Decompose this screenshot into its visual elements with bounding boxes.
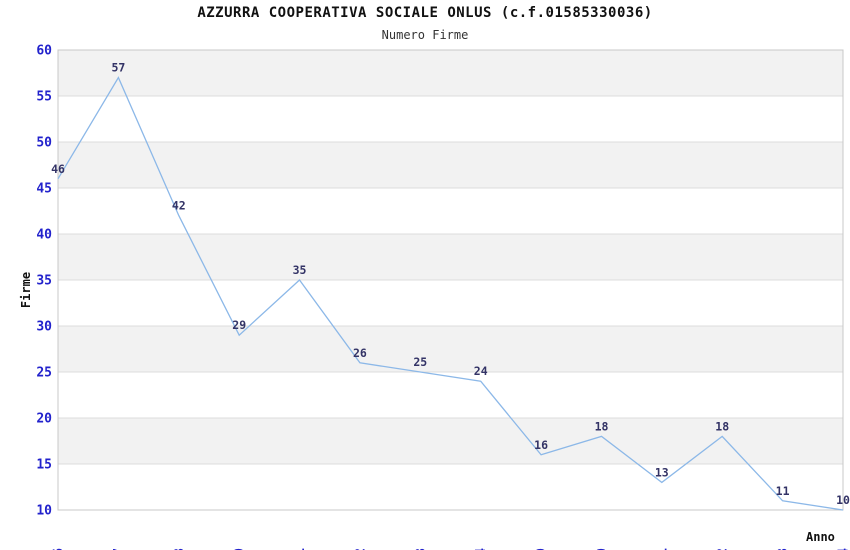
- x-tick-label: 2021: [655, 548, 670, 550]
- value-label: 46: [51, 162, 65, 176]
- y-tick-label: 30: [36, 320, 52, 335]
- x-tick-label: 2013: [414, 548, 429, 550]
- plot-band: [58, 96, 843, 142]
- y-tick-label: 25: [36, 366, 52, 381]
- x-tick-label: 2022: [716, 548, 731, 550]
- value-label: 18: [595, 419, 609, 433]
- x-tick-label: 2020: [595, 548, 610, 550]
- x-tick-label: 2023: [776, 548, 791, 550]
- value-label: 57: [111, 61, 125, 75]
- plot-band: [58, 50, 843, 96]
- value-label: 16: [534, 438, 548, 452]
- plot-band: [58, 188, 843, 234]
- x-axis-title: Anno: [806, 530, 835, 544]
- y-tick-label: 10: [36, 504, 52, 519]
- value-label: 35: [293, 263, 307, 277]
- value-label: 29: [232, 318, 246, 332]
- value-label: 10: [836, 493, 850, 507]
- x-tick-label: 2011: [293, 548, 308, 550]
- series-line: [57, 76, 844, 511]
- value-label: 26: [353, 346, 367, 360]
- plot-band: [58, 418, 843, 464]
- y-tick-label: 35: [36, 274, 52, 289]
- y-tick-label: 60: [36, 44, 52, 59]
- chart-title: AZZURRA COOPERATIVA SOCIALE ONLUS (c.f.0…: [197, 5, 653, 21]
- value-label: 24: [474, 364, 488, 378]
- x-tick-label: 2024: [837, 548, 850, 550]
- x-tick-label: 2006: [52, 548, 67, 550]
- x-tick-label: 2007: [112, 548, 127, 550]
- x-tick-label: 2019: [535, 548, 550, 550]
- plot-band: [58, 280, 843, 326]
- x-tick-label: 2012: [353, 548, 368, 550]
- value-label: 11: [776, 484, 790, 498]
- plot-band: [58, 234, 843, 280]
- plot-band: [58, 464, 843, 510]
- x-tick-label: 2008: [172, 548, 187, 550]
- y-tick-label: 45: [36, 182, 52, 197]
- y-axis-title: Firme: [19, 271, 33, 309]
- value-label: 42: [172, 199, 186, 213]
- y-tick-label: 50: [36, 136, 52, 151]
- value-label: 25: [413, 355, 427, 369]
- plot-band: [58, 142, 843, 188]
- x-tick-label: 2010: [233, 548, 248, 550]
- chart-subtitle: Numero Firme: [381, 28, 469, 42]
- x-tick-label: 2014: [474, 548, 489, 550]
- y-tick-label: 20: [36, 412, 52, 427]
- value-label: 13: [655, 465, 669, 479]
- y-tick-label: 55: [36, 90, 52, 105]
- plot-border: [57, 49, 844, 511]
- y-tick-label: 40: [36, 228, 52, 243]
- plot-band: [58, 326, 843, 372]
- plot-band: [58, 372, 843, 418]
- y-tick-label: 15: [36, 458, 52, 473]
- value-label: 18: [715, 419, 729, 433]
